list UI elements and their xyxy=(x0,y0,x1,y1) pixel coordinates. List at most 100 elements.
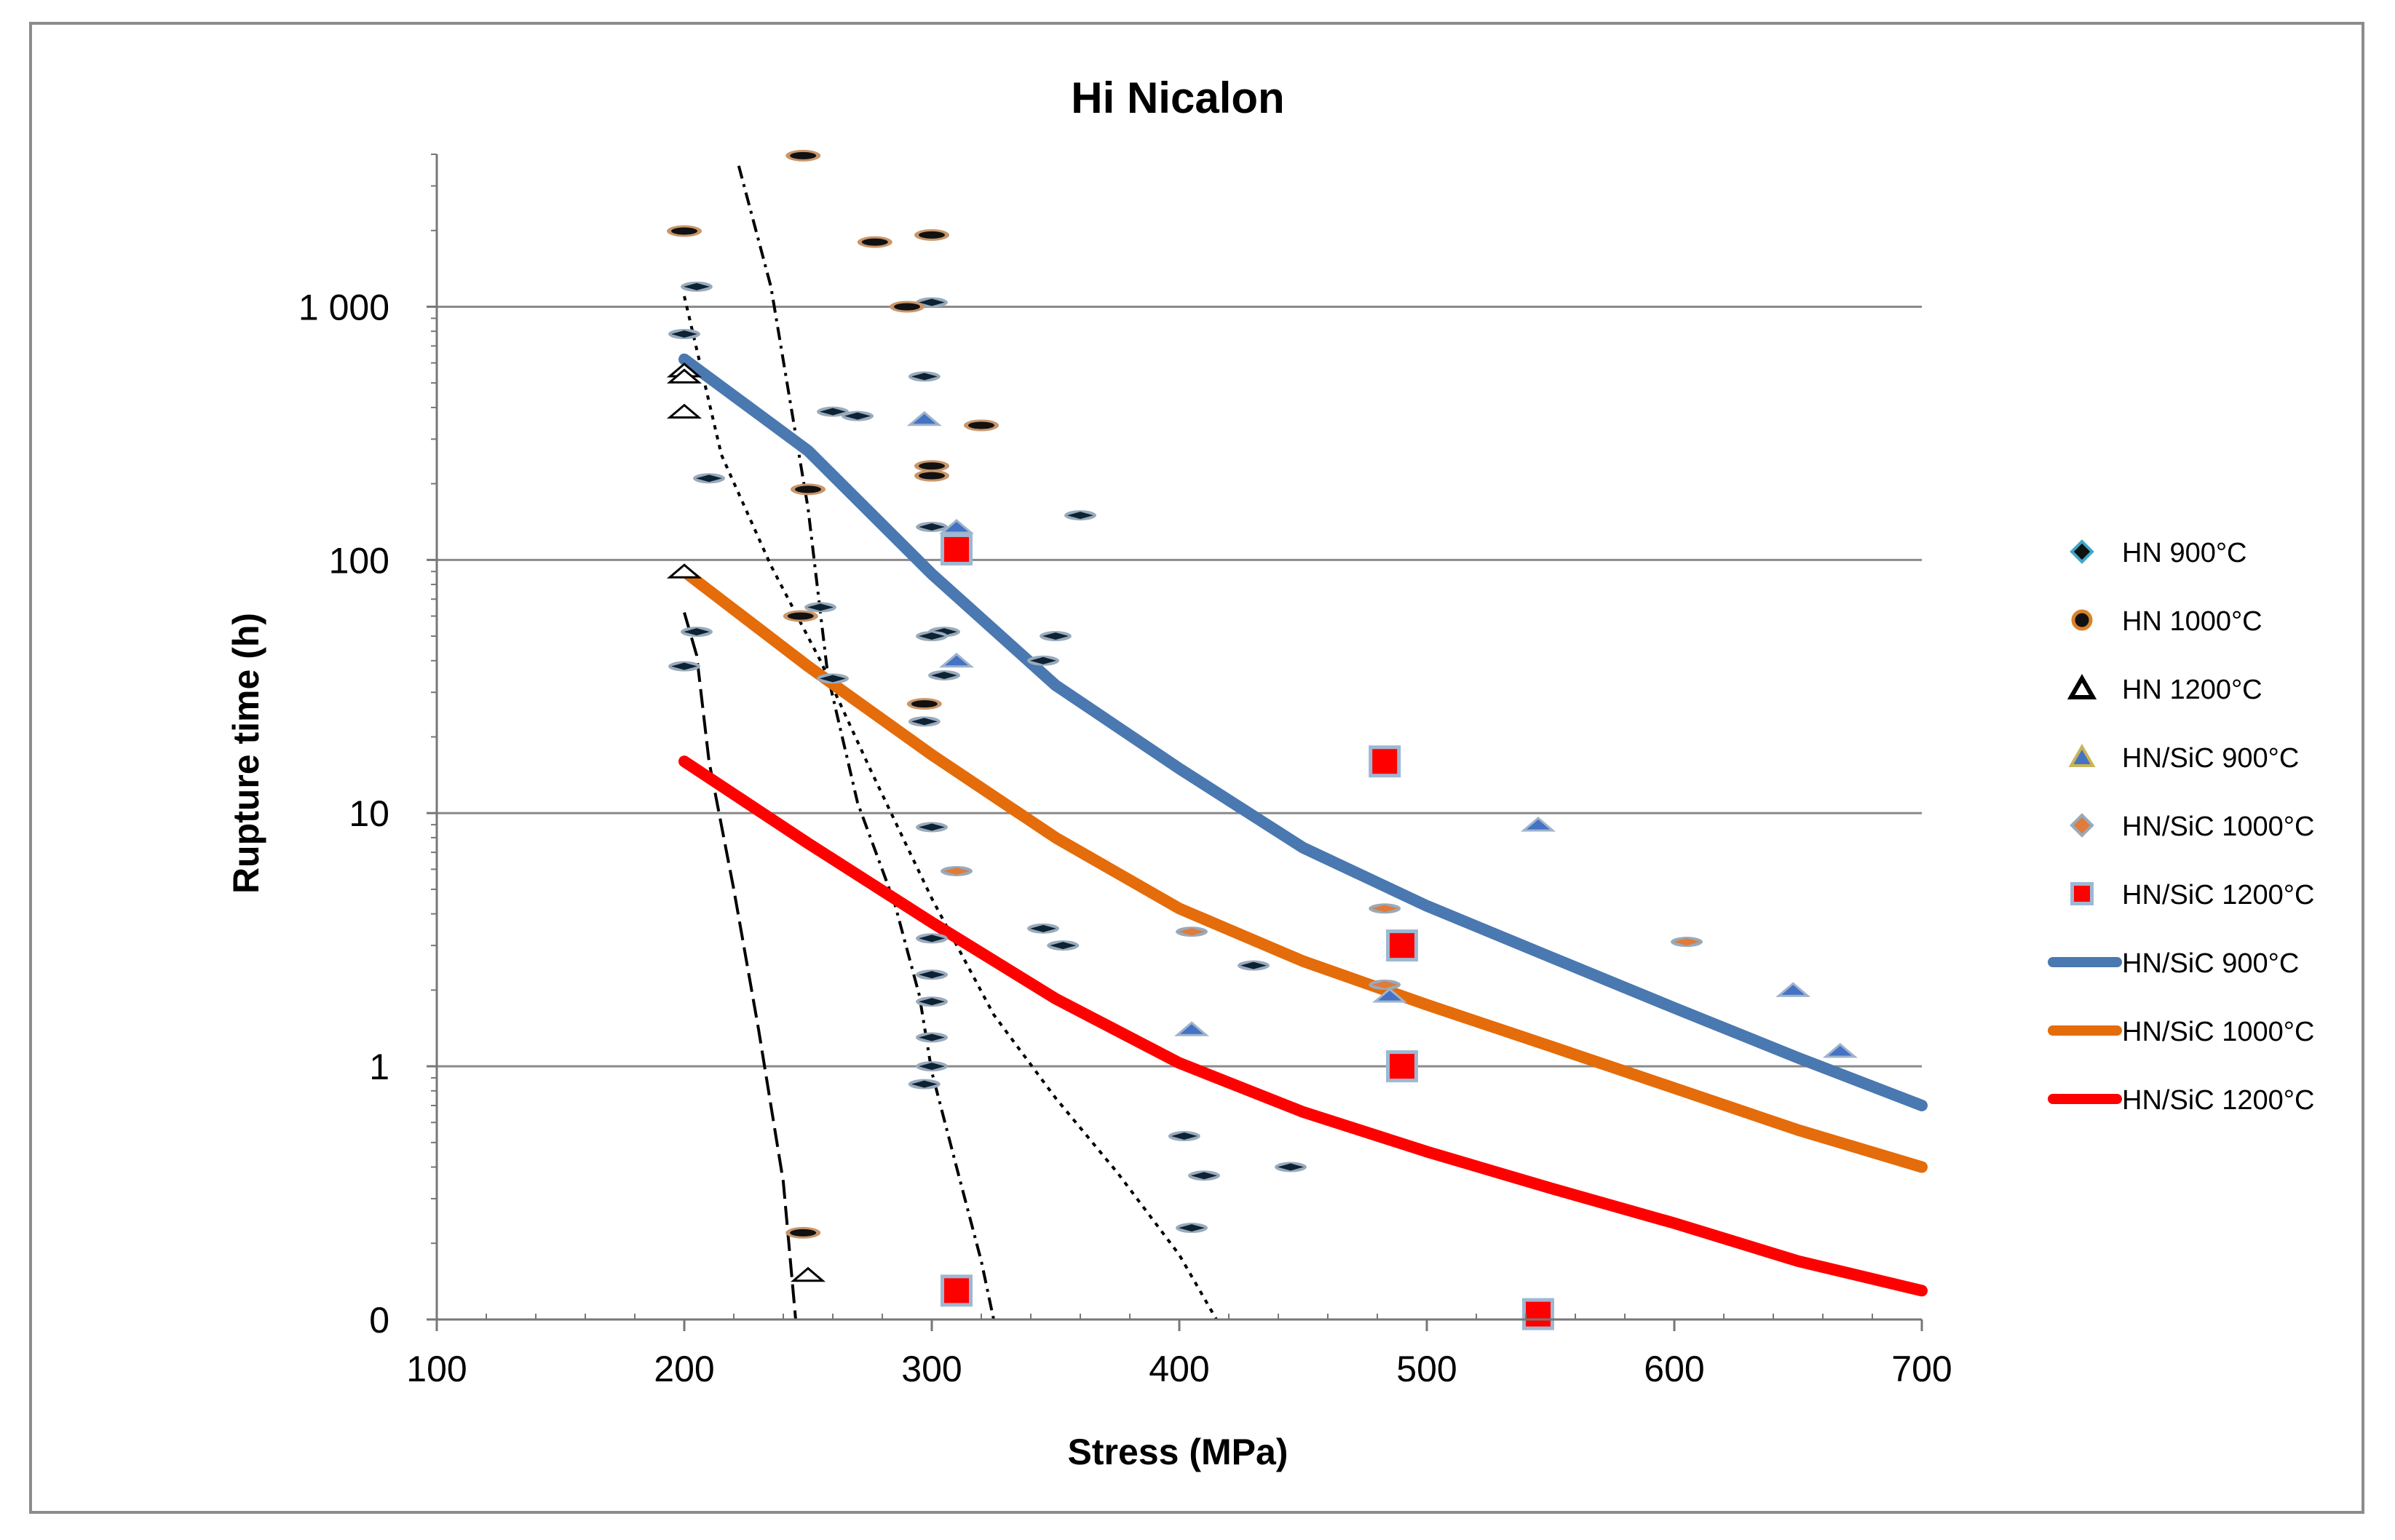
x-tick-label: 600 xyxy=(1644,1349,1704,1389)
marker-circle xyxy=(671,227,697,235)
data-point xyxy=(1275,1162,1307,1172)
y-tick-label: 1 000 xyxy=(298,287,389,328)
data-point xyxy=(916,521,948,532)
data-point xyxy=(1520,817,1556,832)
marker-diamond xyxy=(911,718,938,726)
data-point xyxy=(693,473,725,484)
legend-marker-circle xyxy=(2071,609,2093,631)
y-tick-label: 100 xyxy=(329,540,389,581)
legend-label: HN/SiC 900°C xyxy=(2122,743,2299,774)
data-point xyxy=(1671,937,1703,948)
marker-diamond xyxy=(919,971,945,979)
marker-diamond xyxy=(696,475,722,483)
data-point xyxy=(668,328,700,339)
data-point xyxy=(1040,631,1072,642)
marker-square xyxy=(1390,1054,1414,1079)
data-point xyxy=(914,460,949,472)
marker-circle xyxy=(919,231,945,239)
marker-diamond xyxy=(844,412,871,420)
legend-entry: HN/SiC 1000°C xyxy=(2070,811,2314,842)
data-point xyxy=(1369,903,1401,914)
marker-triangle xyxy=(666,368,702,384)
marker-square xyxy=(1372,749,1398,774)
data-point xyxy=(906,410,942,426)
marker-diamond xyxy=(1371,905,1398,913)
legend-label: HN 900°C xyxy=(2122,538,2246,568)
legend-entry: HN 1000°C xyxy=(2071,606,2263,637)
data-point xyxy=(668,661,700,672)
data-point xyxy=(916,631,948,642)
data-point xyxy=(1386,929,1418,962)
data-point xyxy=(916,969,948,980)
legend-label: HN 1000°C xyxy=(2122,606,2263,637)
marker-square xyxy=(1526,1301,1551,1327)
data-point xyxy=(1027,923,1059,934)
marker-diamond xyxy=(911,1080,938,1088)
data-point xyxy=(941,1274,973,1307)
band-line-dotted xyxy=(683,295,1218,1320)
y-axis-title: Rupture time (h) xyxy=(226,613,266,894)
legend-label: HN/SiC 1200°C xyxy=(2122,1085,2314,1116)
marker-diamond xyxy=(684,282,710,290)
data-point xyxy=(1522,1298,1554,1330)
marker-circle xyxy=(861,238,888,246)
marker-circle xyxy=(894,303,920,311)
data-point xyxy=(681,281,713,292)
data-point xyxy=(1369,980,1401,991)
data-point xyxy=(681,627,713,638)
data-point xyxy=(941,533,973,565)
marker-triangle xyxy=(1173,1021,1210,1036)
data-point xyxy=(1822,1043,1858,1058)
x-tick-label: 700 xyxy=(1891,1349,1952,1389)
marker-diamond xyxy=(1042,632,1069,640)
data-point xyxy=(938,652,975,668)
marker-circle xyxy=(968,421,994,429)
marker-diamond xyxy=(1674,938,1700,946)
data-point xyxy=(906,698,942,710)
data-point xyxy=(785,1226,821,1239)
marker-triangle xyxy=(1776,982,1811,997)
data-point xyxy=(938,519,975,534)
marker-diamond xyxy=(671,662,697,670)
marker-diamond xyxy=(1179,1224,1205,1232)
data-point xyxy=(666,563,702,579)
data-point xyxy=(1371,988,1408,1003)
data-point xyxy=(785,149,821,162)
marker-square xyxy=(944,1278,969,1303)
data-point xyxy=(916,933,948,944)
data-point xyxy=(1168,1131,1200,1142)
legend-label: HN/SiC 1000°C xyxy=(2122,1017,2314,1047)
legend-entry: HN/SiC 900°C xyxy=(2048,948,2299,979)
data-point xyxy=(790,1266,826,1282)
marker-diamond xyxy=(931,671,957,679)
marker-diamond xyxy=(911,373,938,381)
data-point xyxy=(817,673,849,684)
legend-entry: HN/SiC 1200°C xyxy=(2070,880,2314,910)
legend-entry: HN 900°C xyxy=(2070,538,2246,568)
y-tick-label: 1 xyxy=(369,1047,389,1087)
data-point xyxy=(667,225,702,237)
marker-triangle xyxy=(1520,817,1556,832)
legend-label: HN/SiC 900°C xyxy=(2122,948,2299,979)
marker-diamond xyxy=(1030,656,1056,664)
marker-diamond xyxy=(919,298,945,306)
legend-marker-diamond xyxy=(2070,813,2094,838)
marker-triangle xyxy=(666,403,702,419)
legend-label: HN/SiC 1200°C xyxy=(2122,880,2314,910)
x-tick-label: 300 xyxy=(901,1349,962,1389)
data-point xyxy=(666,403,702,419)
axes: 0 1 10 100 1 000 100 200 300 400 500 600 700 xyxy=(298,154,1952,1389)
data-point xyxy=(817,406,849,417)
marker-circle xyxy=(787,612,814,620)
data-point xyxy=(1188,1170,1220,1181)
marker-diamond xyxy=(1171,1132,1198,1140)
x-axis-title: Stress (MPa) xyxy=(1068,1432,1288,1472)
marker-diamond xyxy=(919,934,945,942)
legend-marker-triangle xyxy=(2067,673,2097,699)
data-point xyxy=(916,1061,948,1072)
data-point xyxy=(914,229,949,241)
band-line-dashed xyxy=(683,612,797,1320)
marker-diamond xyxy=(807,603,834,611)
data-point xyxy=(916,297,948,308)
